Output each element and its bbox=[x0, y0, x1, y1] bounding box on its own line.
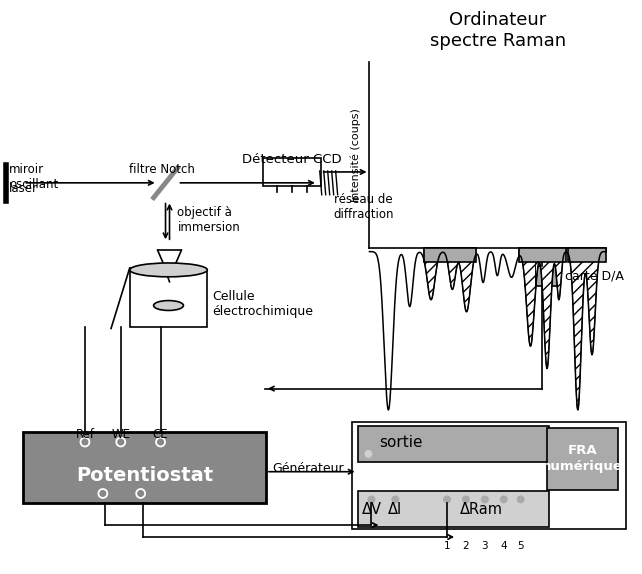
Polygon shape bbox=[569, 248, 606, 410]
Text: 4: 4 bbox=[501, 541, 507, 551]
Bar bbox=[546, 428, 618, 490]
Text: objectif à
immersion: objectif à immersion bbox=[177, 207, 240, 234]
Polygon shape bbox=[535, 248, 566, 369]
Text: ΔI: ΔI bbox=[388, 502, 403, 517]
Text: 3: 3 bbox=[482, 541, 488, 551]
Text: Intensité (coups): Intensité (coups) bbox=[351, 108, 361, 202]
Polygon shape bbox=[446, 248, 476, 312]
Circle shape bbox=[367, 495, 376, 503]
Text: ΔV: ΔV bbox=[361, 502, 381, 517]
Circle shape bbox=[499, 495, 508, 503]
Text: Potentiostat: Potentiostat bbox=[76, 466, 213, 485]
Bar bbox=[519, 248, 566, 262]
Text: 5: 5 bbox=[517, 541, 524, 551]
Text: carte D/A: carte D/A bbox=[565, 269, 624, 282]
Polygon shape bbox=[424, 248, 442, 300]
Text: Générateur: Générateur bbox=[272, 462, 343, 475]
Text: ΔRam: ΔRam bbox=[460, 502, 503, 517]
Text: Ref: Ref bbox=[76, 428, 94, 441]
Text: laser: laser bbox=[10, 183, 39, 195]
Text: WE: WE bbox=[111, 428, 130, 441]
Text: Ordinateur
spectre Raman: Ordinateur spectre Raman bbox=[429, 11, 566, 51]
Bar bbox=[352, 422, 626, 529]
Bar bbox=[23, 432, 266, 503]
Circle shape bbox=[481, 495, 489, 503]
Text: réseau de
diffraction: réseau de diffraction bbox=[334, 193, 394, 221]
Text: 1: 1 bbox=[444, 541, 451, 551]
Circle shape bbox=[392, 495, 399, 503]
Ellipse shape bbox=[130, 263, 207, 277]
Text: CE: CE bbox=[153, 428, 168, 441]
Text: filtre Notch: filtre Notch bbox=[128, 163, 195, 176]
Bar bbox=[525, 266, 559, 286]
Text: Cellule
électrochimique: Cellule électrochimique bbox=[213, 289, 313, 317]
Bar bbox=[424, 248, 476, 262]
Polygon shape bbox=[519, 248, 540, 346]
Text: Détecteur CCD: Détecteur CCD bbox=[242, 153, 342, 166]
Circle shape bbox=[517, 495, 525, 503]
Text: FRA
numérique: FRA numérique bbox=[542, 444, 623, 474]
Bar bbox=[263, 158, 321, 186]
Bar bbox=[130, 270, 207, 327]
Text: sortie: sortie bbox=[379, 435, 423, 449]
Bar bbox=[358, 491, 548, 527]
Circle shape bbox=[443, 495, 451, 503]
Ellipse shape bbox=[153, 301, 184, 311]
Circle shape bbox=[365, 450, 372, 458]
Text: 2: 2 bbox=[463, 541, 469, 551]
Bar bbox=[568, 248, 606, 262]
Text: miroir
oscillant: miroir oscillant bbox=[10, 163, 58, 191]
Circle shape bbox=[462, 495, 470, 503]
Bar bbox=[358, 426, 548, 462]
